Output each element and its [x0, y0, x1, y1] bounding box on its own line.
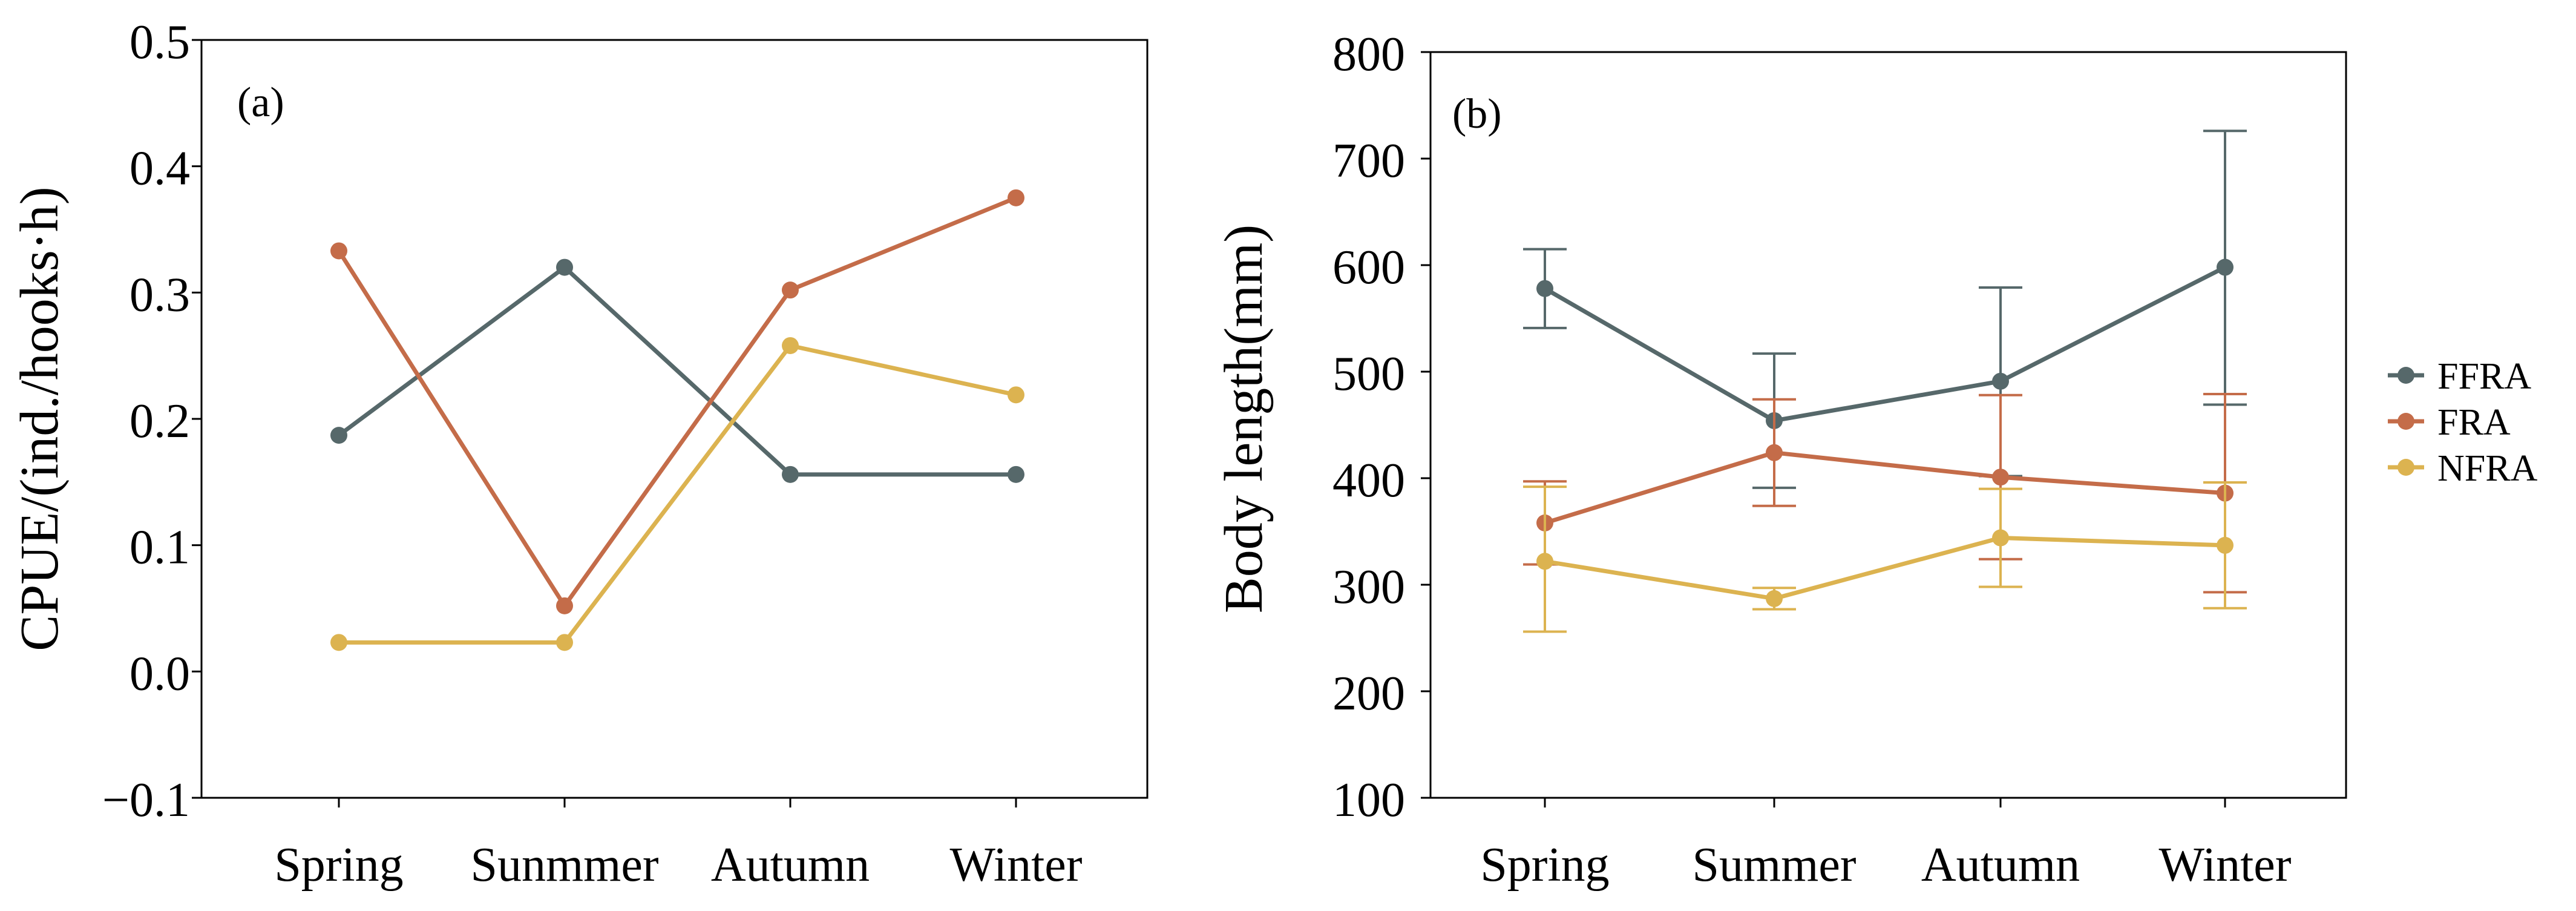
data-point: [782, 337, 799, 354]
y-tick-label: 0.0: [129, 647, 190, 700]
series-nfra: [330, 337, 1024, 651]
y-tick-label: 0.2: [129, 395, 190, 448]
data-point: [1008, 465, 1024, 483]
plot-frame-b: [1429, 51, 2347, 799]
panel-a: −0.1 0.0 0.1 0.2 0.3 0.4 0.5 Spring Sunmmer Autum…: [10, 16, 1149, 892]
series-line: [337, 196, 1017, 610]
legend: FFRA FRA NFRA: [2388, 356, 2538, 489]
y-tick-label: 100: [1332, 774, 1405, 827]
y-tick-label: 400: [1332, 454, 1405, 507]
series-fra: [330, 189, 1024, 614]
data-point: [2217, 258, 2234, 276]
series-nfra: [1523, 481, 2247, 633]
y-tick-label: 0.3: [129, 268, 190, 321]
x-tick-label: Winter: [2159, 838, 2292, 892]
panel-label: (a): [237, 79, 284, 126]
data-point: [1992, 529, 2009, 547]
data-point: [330, 242, 347, 260]
x-tick-label: Autumn: [1921, 838, 2080, 892]
data-point: [2217, 536, 2234, 554]
panel-label: (b): [1452, 91, 1502, 137]
series-line: [1544, 265, 2226, 423]
y-tick-label: 0.5: [129, 16, 190, 69]
x-tick-label: Autumn: [711, 838, 870, 892]
y-tick-label: 700: [1332, 134, 1405, 188]
data-point: [556, 258, 573, 276]
data-point: [556, 634, 573, 651]
x-tick-label: Summer: [1692, 838, 1856, 892]
x-tick-label: Spring: [1480, 838, 1609, 892]
x-tick-label: Winter: [950, 838, 1083, 892]
panel-b: 100 200 300 400 500 600 700 800 Spring Summer Autu…: [1214, 28, 2347, 892]
y-tick-label: 500: [1332, 347, 1405, 401]
y-axis-label: Body length(mm): [1214, 225, 1274, 613]
legend-swatch-marker: [2397, 413, 2414, 430]
data-point: [1766, 444, 1783, 461]
series-line: [337, 265, 1016, 477]
series-line: [1544, 536, 2226, 601]
series-ffra: [330, 258, 1024, 483]
y-tick-label: 0.4: [129, 142, 190, 196]
y-tick-label: 800: [1332, 28, 1405, 81]
data-point: [782, 465, 799, 483]
y-tick-label: 300: [1332, 561, 1405, 614]
series-line: [339, 343, 1017, 645]
series-line: [1544, 450, 2226, 525]
data-point: [1992, 469, 2009, 486]
plot-frame-a: [200, 39, 1149, 799]
series-fra: [1523, 392, 2247, 594]
legend-swatch-marker: [2397, 459, 2414, 476]
legend-label: FRA: [2437, 402, 2511, 443]
data-point: [1536, 280, 1553, 297]
y-tick-label: 600: [1332, 241, 1405, 294]
y-tick-label: 0.1: [129, 521, 190, 574]
data-point: [330, 427, 347, 444]
x-tick-label: Sunmmer: [470, 838, 658, 892]
legend-label: NFRA: [2437, 448, 2538, 489]
y-tick-label: −0.1: [102, 774, 190, 827]
data-point: [556, 597, 573, 614]
data-point: [1766, 590, 1783, 607]
data-point: [1008, 386, 1024, 404]
legend-label: FFRA: [2437, 356, 2531, 397]
x-tick-label: Spring: [274, 838, 403, 892]
series-ffra: [1523, 130, 2247, 489]
data-point: [1992, 372, 2009, 390]
y-axis-label: CPUE/(ind./hooks·h): [10, 186, 70, 651]
y-tick-label: 200: [1332, 667, 1405, 720]
data-point: [1536, 553, 1553, 570]
data-point: [330, 634, 347, 651]
legend-swatch-marker: [2397, 367, 2414, 384]
data-point: [1008, 189, 1024, 206]
data-point: [782, 281, 799, 299]
